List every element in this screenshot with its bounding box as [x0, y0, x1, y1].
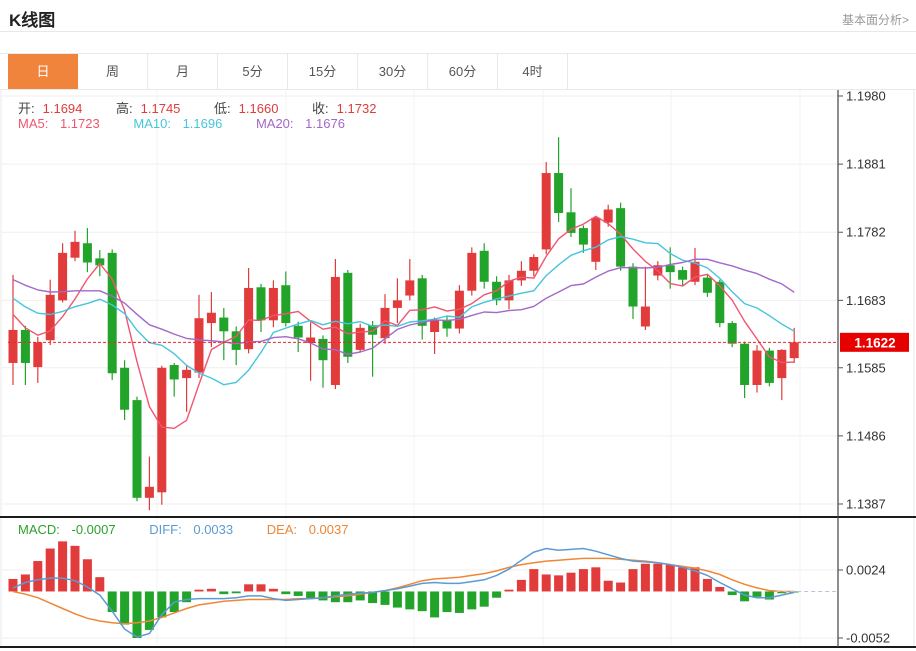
ma-legend: MA5: 1.1723 MA10: 1.1696 MA20: 1.1676 [18, 116, 375, 131]
diff-label: DIFF: [149, 522, 182, 537]
svg-text:1.1486: 1.1486 [846, 428, 886, 443]
macd-value: -0.0007 [71, 522, 116, 537]
ohlc-legend: 开: 1.1694 高: 1.1745 低: 1.1660 收: 1.1732 [18, 98, 406, 117]
dea-label: DEA: [266, 522, 298, 537]
tab-30min[interactable]: 30分 [358, 54, 428, 89]
tab-day[interactable]: 日 [8, 54, 78, 89]
svg-text:1.1622: 1.1622 [854, 335, 895, 350]
ma10-value: 1.1696 [182, 116, 223, 131]
open-label: 开: [18, 101, 35, 116]
dea-value: 0.0037 [308, 522, 349, 537]
svg-text:1.1980: 1.1980 [846, 89, 886, 104]
svg-text:1.1782: 1.1782 [846, 225, 886, 240]
diff-value: 0.0033 [193, 522, 234, 537]
svg-text:0.0024: 0.0024 [846, 563, 886, 578]
high-value: 1.1745 [140, 101, 181, 116]
low-label: 低: [214, 101, 231, 116]
tab-4hour[interactable]: 4时 [498, 54, 568, 89]
page-title: K线图 [9, 11, 56, 30]
close-label: 收: [312, 101, 329, 116]
ma5-value: 1.1723 [59, 116, 100, 131]
low-value: 1.1660 [238, 101, 279, 116]
header: K线图 基本面分析> [0, 0, 916, 32]
period-tab-bar: 日 周 月 5分 15分 30分 60分 4时 [0, 53, 916, 90]
ma20-value: 1.1676 [305, 116, 345, 131]
close-value: 1.1732 [336, 101, 377, 116]
macd-legend: MACD: -0.0007 DIFF: 0.0033 DEA: 0.0037 [18, 522, 378, 537]
tab-week[interactable]: 周 [78, 54, 148, 89]
ma5-label: MA5: [18, 116, 49, 131]
svg-text:1.1585: 1.1585 [846, 360, 886, 375]
tab-5min[interactable]: 5分 [218, 54, 288, 89]
tab-60min[interactable]: 60分 [428, 54, 498, 89]
svg-text:1.1683: 1.1683 [846, 293, 886, 308]
high-label: 高: [116, 101, 133, 116]
ma20-label: MA20: [255, 116, 294, 131]
tab-month[interactable]: 月 [148, 54, 218, 89]
ma10-label: MA10: [133, 116, 171, 131]
svg-text:1.1881: 1.1881 [846, 157, 886, 172]
macd-label: MACD: [18, 522, 60, 537]
open-value: 1.1694 [42, 101, 83, 116]
svg-text:-0.0052: -0.0052 [846, 631, 890, 646]
tab-15min[interactable]: 15分 [288, 54, 358, 89]
svg-text:1.1387: 1.1387 [846, 497, 886, 512]
fundamental-analysis-link[interactable]: 基本面分析> [841, 13, 909, 27]
